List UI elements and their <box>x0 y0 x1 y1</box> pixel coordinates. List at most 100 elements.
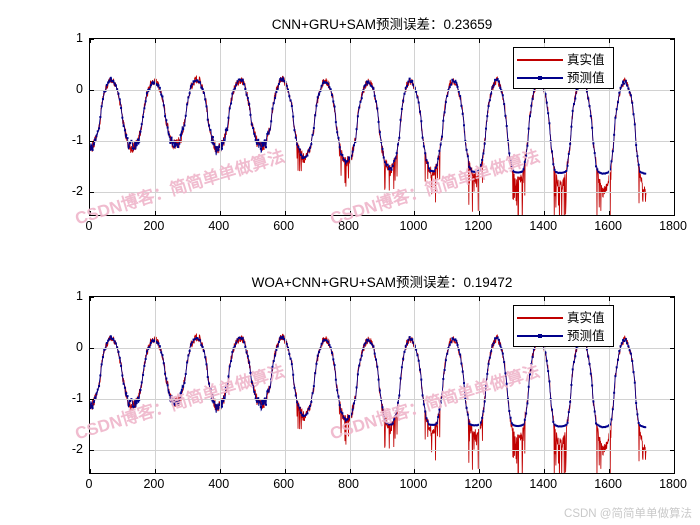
x-tick-label: 1200 <box>464 477 493 491</box>
x-tick-label: 800 <box>338 477 359 491</box>
x-tick <box>414 469 416 473</box>
x-tick <box>284 469 286 473</box>
gridline-vertical <box>544 297 546 473</box>
y-tick <box>90 192 94 194</box>
x-tick <box>609 297 611 301</box>
x-tick <box>414 211 416 215</box>
x-tick-label: 0 <box>85 219 93 233</box>
x-tick <box>284 39 286 43</box>
legend-label-true: 真实值 <box>567 311 605 325</box>
gridline-vertical <box>414 297 416 473</box>
gridline-vertical <box>154 297 156 473</box>
x-tick <box>414 297 416 301</box>
y-tick <box>90 141 94 143</box>
y-tick <box>90 90 94 91</box>
gridline-vertical <box>349 39 351 215</box>
x-tick <box>219 297 221 301</box>
y-tick <box>670 297 674 298</box>
series-markers-pred <box>90 77 647 175</box>
x-tick <box>674 469 675 473</box>
series-line-pred <box>90 336 646 428</box>
x-tick-label: 200 <box>143 477 165 491</box>
gridline-horizontal <box>90 450 674 452</box>
legend-bottom[interactable]: 真实值 预测值 <box>513 305 614 347</box>
y-tick <box>670 399 674 401</box>
x-tick-label: 600 <box>273 477 295 491</box>
x-tick <box>349 297 351 301</box>
x-tick <box>219 39 221 43</box>
legend-label-pred: 预测值 <box>567 329 605 343</box>
x-tick <box>90 297 91 301</box>
x-tick-label: 1000 <box>399 477 428 491</box>
x-tick <box>479 469 481 473</box>
y-tick-label: -1 <box>71 133 83 148</box>
x-tick-label: 1000 <box>399 219 428 233</box>
y-tick <box>670 192 674 194</box>
y-tick-label: -1 <box>71 391 83 406</box>
x-tick-label: 1600 <box>594 477 623 491</box>
gridline-vertical <box>219 39 221 215</box>
gridline-vertical <box>609 39 611 215</box>
x-tick <box>479 211 481 215</box>
x-tick-label: 800 <box>338 219 359 233</box>
x-tick <box>609 211 611 215</box>
x-tick <box>219 211 221 215</box>
gridline-vertical <box>219 297 221 473</box>
x-tick <box>219 469 221 473</box>
x-tick-label: 1800 <box>659 477 687 491</box>
y-tick-label: -2 <box>71 184 83 199</box>
gridline-horizontal <box>90 348 674 349</box>
y-tick <box>670 39 674 40</box>
x-tick-label: 200 <box>143 219 165 233</box>
x-tick <box>479 297 481 301</box>
x-tick-label: 1800 <box>659 219 687 233</box>
legend-top[interactable]: 真实值 预测值 <box>513 47 614 89</box>
x-tick <box>674 297 675 301</box>
gridline-vertical <box>414 39 416 215</box>
y-tick <box>90 297 94 298</box>
x-tick <box>349 211 351 215</box>
chart-panel-bottom: WOA+CNN+GRU+SAM预测误差：0.19472 真实值 预测值 0 200… <box>0 262 700 525</box>
plot-area-bottom <box>89 296 675 474</box>
gridline-vertical <box>609 297 611 473</box>
gridline-horizontal <box>90 141 674 143</box>
legend-label-true: 真实值 <box>567 53 605 67</box>
x-tick <box>154 297 156 301</box>
x-tick <box>90 469 91 473</box>
x-tick <box>154 211 156 215</box>
gridline-horizontal <box>90 399 674 401</box>
x-tick <box>90 39 91 43</box>
x-tick-label: 1200 <box>464 219 493 233</box>
x-tick <box>479 39 481 43</box>
legend-item-pred-bottom: 预测值 <box>517 327 609 345</box>
y-tick-label: -2 <box>71 442 83 457</box>
x-tick <box>544 469 546 473</box>
legend-label-pred: 预测值 <box>567 71 605 85</box>
y-tick-label: 1 <box>76 31 83 45</box>
x-tick <box>349 39 351 43</box>
legend-marker-square <box>538 334 542 338</box>
chart-title-top: CNN+GRU+SAM预测误差：0.23659 <box>271 17 493 32</box>
y-tick-label: 0 <box>76 82 83 96</box>
x-tick <box>674 211 675 215</box>
y-tick <box>90 450 94 452</box>
series-line-pred <box>90 77 646 174</box>
x-tick <box>154 469 156 473</box>
x-tick <box>544 297 546 301</box>
corner-watermark: CSDN @简简单单做算法 <box>564 508 692 520</box>
legend-swatch-pred-line <box>517 72 563 84</box>
x-tick-label: 1400 <box>529 219 558 233</box>
chart-title-bottom: WOA+CNN+GRU+SAM预测误差：0.19472 <box>251 275 513 290</box>
y-tick <box>670 348 674 349</box>
series-canvas-bottom <box>90 297 674 473</box>
gridline-vertical <box>284 39 286 215</box>
x-tick-label: 400 <box>208 219 230 233</box>
x-tick-label: 1400 <box>529 477 558 491</box>
x-tick-label: 400 <box>208 477 230 491</box>
legend-swatch-true-line <box>517 54 563 66</box>
x-tick <box>674 39 675 43</box>
gridline-horizontal <box>90 192 674 194</box>
legend-item-true-bottom: 真实值 <box>517 309 609 327</box>
x-tick <box>414 39 416 43</box>
